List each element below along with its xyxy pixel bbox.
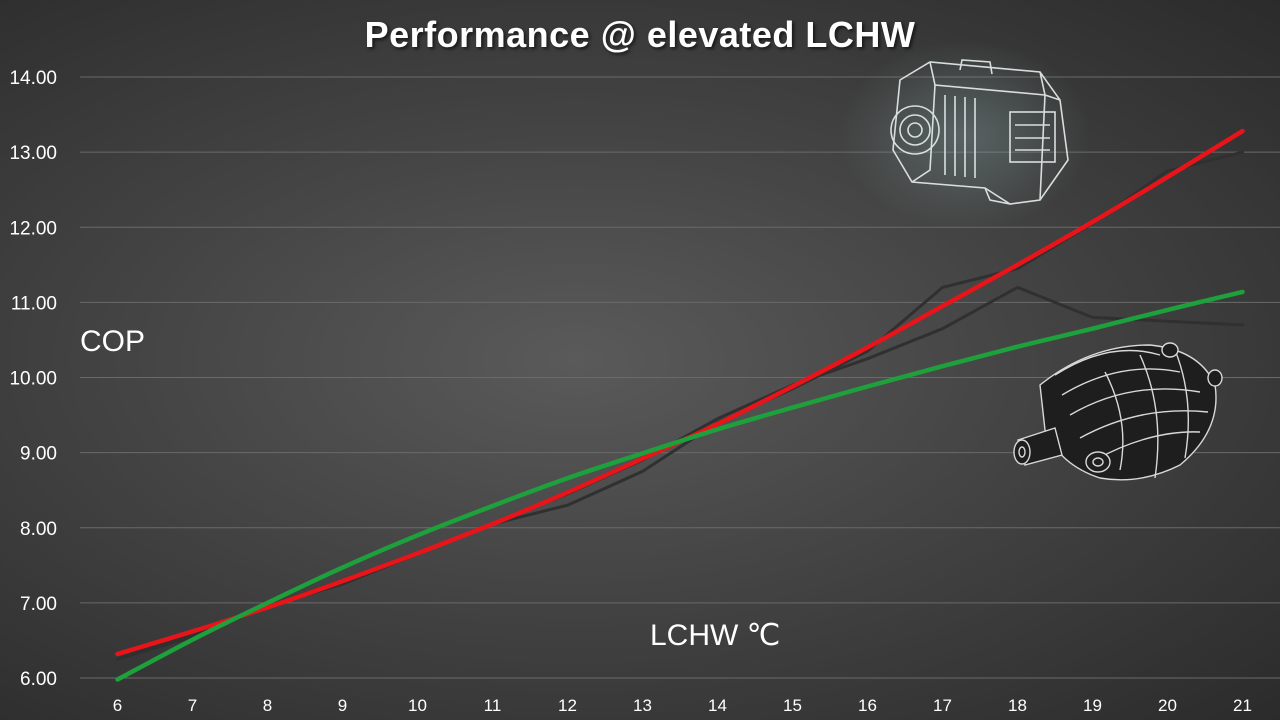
y-tick-label: 10.00 <box>9 369 57 390</box>
x-tick-label: 21 <box>1233 696 1252 715</box>
y-tick-label: 8.00 <box>20 519 57 540</box>
trendline-series-3 <box>115 289 1245 682</box>
x-tick-label: 19 <box>1083 696 1102 715</box>
y-tick-label: 11.00 <box>11 293 57 314</box>
x-tick-label: 6 <box>113 696 122 715</box>
x-axis-label: LCHW ℃ <box>650 619 781 652</box>
x-tick-label: 8 <box>263 696 272 715</box>
chart-title: Performance @ elevated LCHW <box>364 14 916 55</box>
y-tick-label: 14.00 <box>9 68 57 89</box>
x-tick-label: 12 <box>558 696 577 715</box>
y-tick-label: 9.00 <box>20 444 57 465</box>
y-tick-label: 12.00 <box>9 218 57 239</box>
screw-rotor-illustration <box>1013 342 1223 481</box>
x-tick-label: 10 <box>408 696 427 715</box>
y-tick-label: 6.00 <box>20 669 57 690</box>
x-tick-label: 15 <box>783 696 802 715</box>
y-tick-label: 7.00 <box>20 594 57 615</box>
x-tick-label: 17 <box>933 696 952 715</box>
data-series-line-1 <box>116 285 1244 661</box>
x-tick-label: 16 <box>858 696 877 715</box>
x-tick-label: 20 <box>1158 696 1177 715</box>
x-axis-ticks: 6 7 8 9 10 11 12 13 14 15 16 17 18 19 20 21 <box>113 696 1252 715</box>
y-tick-label: 13.00 <box>9 143 57 164</box>
compressor-motor-illustration <box>840 40 1090 230</box>
x-tick-label: 9 <box>338 696 347 715</box>
y-axis-label: COP <box>80 325 146 358</box>
x-tick-label: 14 <box>708 696 727 715</box>
x-tick-label: 7 <box>188 696 197 715</box>
x-tick-label: 11 <box>484 696 502 715</box>
data-series <box>115 128 1245 682</box>
x-tick-label: 13 <box>633 696 652 715</box>
y-axis-ticks: 6.00 7.00 8.00 9.00 10.00 11.00 12.00 13.00 14.0… <box>9 68 57 690</box>
x-tick-label: 18 <box>1008 696 1027 715</box>
